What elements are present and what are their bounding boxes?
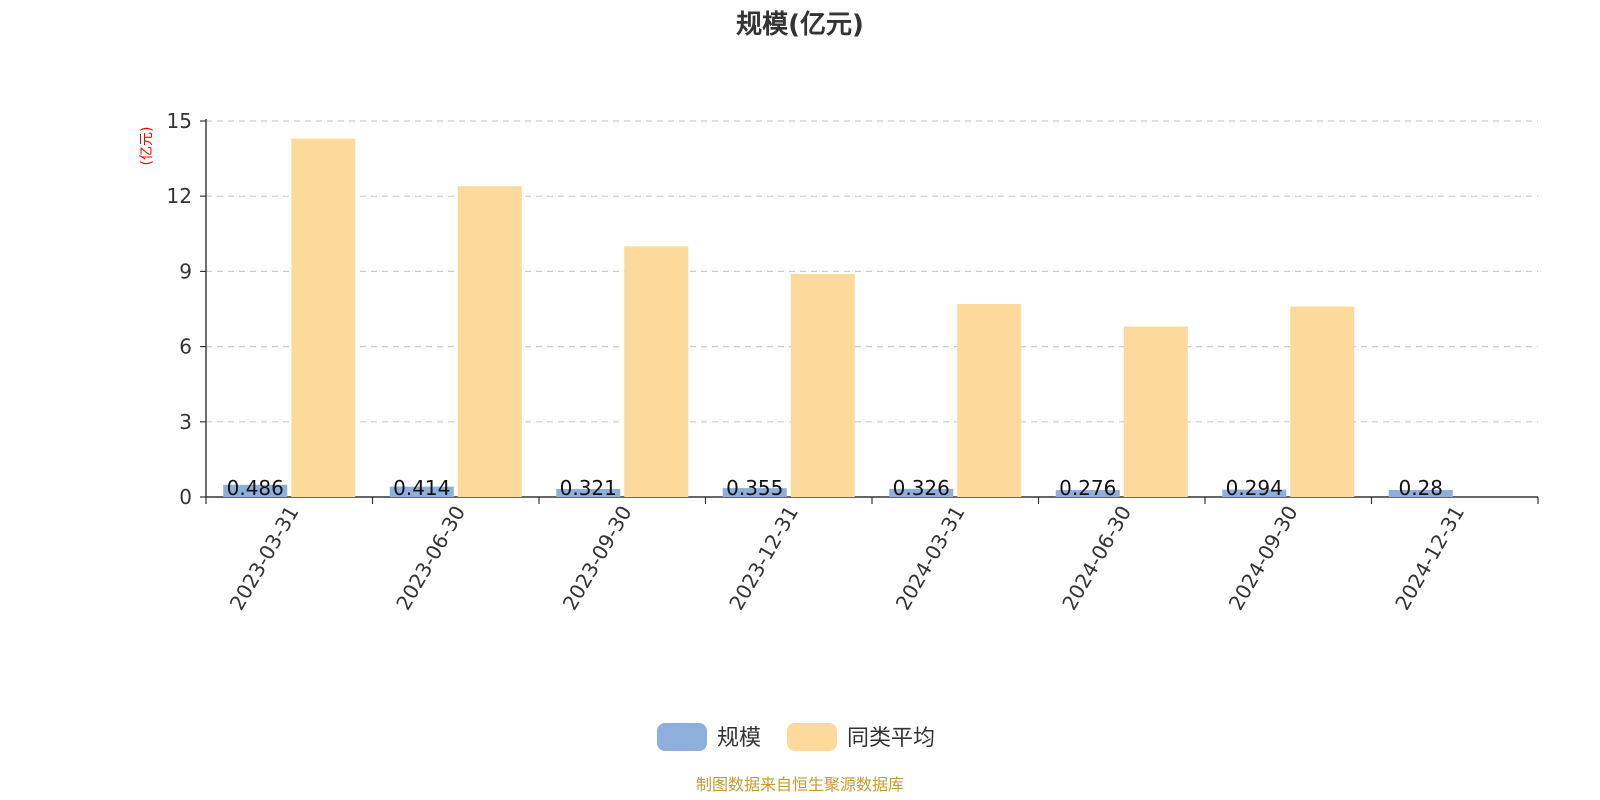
bar-value-label: 0.414 [393,476,450,500]
bar-peer-average [291,138,356,497]
bar-scale [889,488,954,497]
bar-value-label: 0.326 [893,476,950,500]
legend-label: 规模 [717,726,761,751]
grid-lines [206,120,1538,423]
bar-scale [1388,489,1453,497]
bar-scale [722,488,787,497]
legend-swatch [657,723,707,751]
bar-value-label: 0.28 [1398,476,1443,500]
bar-peer-average [790,273,855,497]
bar-value-label: 0.276 [1059,476,1116,500]
y-tick-label: 0 [179,485,192,509]
chart-title: 规模(亿元) [736,10,864,40]
x-tick-label: 2024-09-30 [1224,502,1303,615]
bars [223,138,1453,497]
y-tick-label: 3 [179,410,192,434]
x-tick-label: 2023-03-31 [225,502,304,615]
x-tick-label: 2024-12-31 [1390,502,1469,615]
y-axis-unit-label: (亿元) [139,127,155,166]
bar-scale [1055,490,1120,497]
legend-swatch [787,723,837,751]
x-tick-label: 2024-03-31 [891,502,970,615]
bar-peer-average [624,246,689,497]
bar-peer-average [1290,306,1355,497]
legend-label: 同类平均 [847,726,935,751]
data-source-note: 制图数据来自恒生聚源数据库 [696,775,904,794]
x-tick-label: 2024-06-30 [1057,502,1136,615]
bar-value-label: 0.294 [1226,476,1283,500]
bar-peer-average [957,303,1022,497]
bar-peer-average [457,186,522,497]
y-tick-label: 6 [179,335,192,359]
y-tick-label: 15 [167,109,192,133]
bar-scale [223,484,288,497]
bar-scale [556,488,621,497]
bar-value-label: 0.321 [560,476,617,500]
bar-peer-average [1123,326,1188,497]
y-tick-label: 12 [167,184,192,208]
x-tick-label: 2023-06-30 [391,502,470,615]
bar-scale [389,486,454,497]
bar-value-label: 0.355 [726,476,783,500]
bar-scale [1222,489,1287,497]
x-tick-label: 2023-09-30 [558,502,637,615]
x-tick-label: 2023-12-31 [724,502,803,615]
legend: 规模 同类平均 [657,723,935,751]
y-tick-label: 9 [179,259,192,283]
bar-value-label: 0.486 [227,476,284,500]
data-labels: 0.486 0.414 0.321 0.355 0.326 0.276 0.294 0.28 [227,476,1443,500]
